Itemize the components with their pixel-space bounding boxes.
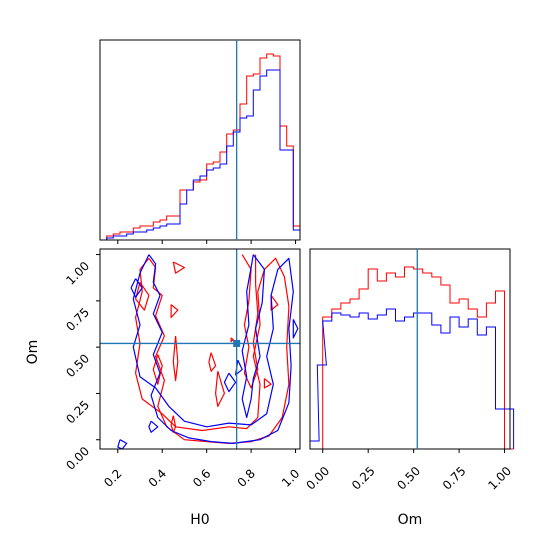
h0-red-histogram xyxy=(100,53,301,241)
truth-marker xyxy=(233,339,241,347)
red-contour xyxy=(230,337,234,343)
red-contour xyxy=(135,257,290,444)
h0-panel-frame xyxy=(99,39,301,241)
blue-contour xyxy=(292,319,299,339)
red-contour xyxy=(172,335,179,382)
y-axis-label-om: Om xyxy=(25,340,41,365)
om-red-histogram xyxy=(313,266,514,450)
blue-contour xyxy=(130,278,143,298)
red-contour xyxy=(208,352,217,372)
red-contour xyxy=(135,281,150,311)
om-panel-frame xyxy=(309,248,511,450)
red-contour xyxy=(152,354,163,385)
om-blue-histogram xyxy=(309,308,515,449)
x-axis-label-om: Om xyxy=(398,512,423,528)
h0-marginal-panel xyxy=(99,39,301,244)
h0-blue-histogram xyxy=(100,69,301,241)
blue-contour xyxy=(132,254,294,444)
red-contour xyxy=(170,304,179,319)
contour-lines xyxy=(117,254,299,449)
blue-contour xyxy=(223,372,237,393)
blue-contour xyxy=(241,254,265,419)
red-contour xyxy=(170,415,177,433)
x-axis-label-h0: H0 xyxy=(190,512,209,528)
red-contour xyxy=(215,371,225,407)
blue-contour xyxy=(148,420,159,433)
red-contour xyxy=(172,261,185,274)
red-contour xyxy=(241,254,259,389)
red-contour xyxy=(263,378,272,389)
contour-panel-frame xyxy=(99,248,301,450)
blue-contour xyxy=(117,439,128,449)
